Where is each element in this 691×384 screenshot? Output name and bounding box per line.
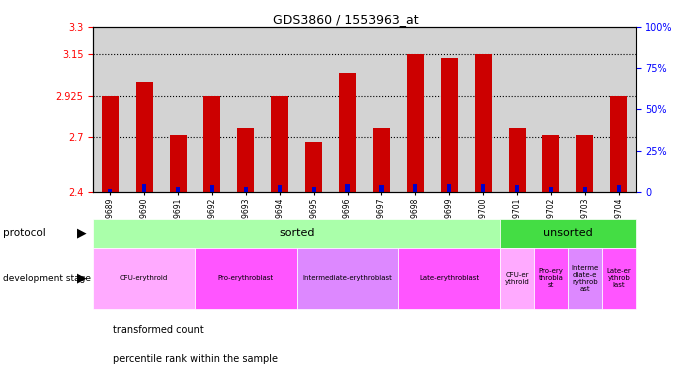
Bar bbox=[509, 128, 526, 192]
Bar bbox=[413, 184, 417, 192]
Text: ▶: ▶ bbox=[77, 272, 86, 285]
Bar bbox=[346, 184, 350, 192]
Text: Interme
diate-e
rythrob
ast: Interme diate-e rythrob ast bbox=[571, 265, 598, 292]
Text: ▶: ▶ bbox=[77, 227, 86, 240]
Bar bbox=[568, 248, 602, 309]
Bar bbox=[373, 128, 390, 192]
Bar bbox=[176, 187, 180, 192]
Text: percentile rank within the sample: percentile rank within the sample bbox=[113, 354, 278, 364]
Bar bbox=[305, 142, 322, 192]
Bar bbox=[244, 187, 248, 192]
Bar bbox=[203, 96, 220, 192]
Text: transformed count: transformed count bbox=[113, 325, 203, 335]
Text: protocol: protocol bbox=[3, 228, 46, 238]
Bar bbox=[108, 189, 113, 192]
Text: CFU-erythroid: CFU-erythroid bbox=[120, 275, 169, 281]
Bar bbox=[93, 248, 195, 309]
Bar bbox=[515, 185, 519, 192]
Bar bbox=[278, 185, 282, 192]
Bar bbox=[296, 248, 399, 309]
Text: Late-er
ythrob
last: Late-er ythrob last bbox=[607, 268, 631, 288]
Bar bbox=[475, 55, 491, 192]
Bar bbox=[441, 58, 457, 192]
Bar bbox=[312, 187, 316, 192]
Bar bbox=[542, 135, 560, 192]
Bar bbox=[339, 73, 356, 192]
Bar bbox=[610, 96, 627, 192]
Bar bbox=[447, 184, 451, 192]
Text: CFU-er
ythroid: CFU-er ythroid bbox=[504, 272, 529, 285]
Bar bbox=[534, 248, 568, 309]
Bar bbox=[272, 96, 288, 192]
Bar bbox=[583, 187, 587, 192]
Bar bbox=[407, 55, 424, 192]
Bar bbox=[169, 135, 187, 192]
Bar bbox=[379, 185, 384, 192]
Bar bbox=[142, 184, 146, 192]
Bar bbox=[500, 248, 534, 309]
Bar bbox=[238, 128, 254, 192]
Text: development stage: development stage bbox=[3, 274, 91, 283]
Bar bbox=[500, 219, 636, 248]
Text: unsorted: unsorted bbox=[543, 228, 593, 238]
Bar bbox=[576, 135, 594, 192]
Bar bbox=[93, 219, 500, 248]
Text: sorted: sorted bbox=[279, 228, 314, 238]
Text: Late-erythroblast: Late-erythroblast bbox=[419, 275, 480, 281]
Bar bbox=[195, 248, 296, 309]
Text: Pro-ery
throbla
st: Pro-ery throbla st bbox=[538, 268, 563, 288]
Text: GDS3860 / 1553963_at: GDS3860 / 1553963_at bbox=[273, 13, 418, 26]
Text: Pro-erythroblast: Pro-erythroblast bbox=[218, 275, 274, 281]
Bar bbox=[481, 184, 485, 192]
Bar bbox=[135, 82, 153, 192]
Text: Intermediate-erythroblast: Intermediate-erythroblast bbox=[303, 275, 392, 281]
Bar bbox=[602, 248, 636, 309]
Bar bbox=[616, 185, 621, 192]
Bar bbox=[102, 96, 119, 192]
Bar bbox=[549, 187, 553, 192]
Bar bbox=[210, 185, 214, 192]
Bar bbox=[399, 248, 500, 309]
